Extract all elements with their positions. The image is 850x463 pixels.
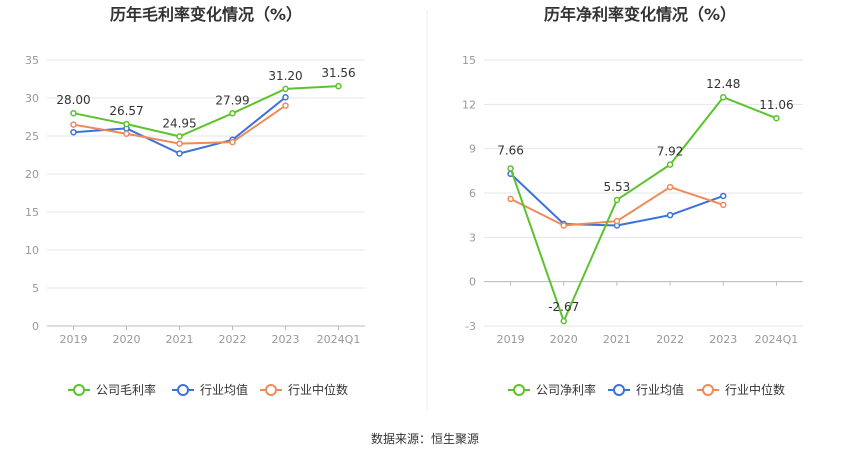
y-tick-label: 12 — [462, 98, 476, 111]
gross-margin-chart: 历年毛利率变化情况（%） 0 5 10 15 20 25 30 35 2019 2020 2021 20… — [25, 5, 365, 397]
x-tick-label: 2020 — [113, 333, 141, 346]
data-point[interactable] — [229, 110, 236, 117]
data-point[interactable] — [229, 138, 236, 146]
legend-item[interactable]: 公司毛利率 — [68, 382, 156, 397]
legend-label: 公司毛利率 — [96, 382, 156, 397]
data-label: 28.00 — [56, 93, 90, 107]
x-tick-label: 2021 — [603, 333, 631, 346]
y-tick-label: 25 — [25, 130, 39, 143]
y-tick-label: 5 — [32, 282, 39, 295]
data-label: 11.06 — [759, 98, 793, 112]
data-label: 7.66 — [497, 143, 524, 157]
data-label: 24.95 — [162, 116, 196, 130]
data-label: 12.48 — [706, 77, 740, 91]
data-label: 27.99 — [215, 93, 249, 107]
chart-title: 历年毛利率变化情况（%） — [110, 5, 302, 24]
y-tick-label: 6 — [469, 187, 476, 200]
data-label: 31.20 — [268, 69, 302, 83]
y-tick-label: 20 — [25, 168, 39, 181]
data-label: 5.53 — [604, 180, 631, 194]
x-tick-label: 2023 — [709, 333, 737, 346]
data-point[interactable] — [70, 109, 77, 117]
data-point[interactable] — [613, 196, 621, 204]
chart-title: 历年净利率变化情况（%） — [544, 5, 736, 24]
y-tick-label: 0 — [32, 320, 39, 333]
data-point[interactable] — [335, 82, 342, 90]
data-label: 7.92 — [657, 145, 684, 159]
legend-marker — [73, 384, 85, 396]
data-point[interactable] — [613, 217, 621, 225]
legend-marker — [702, 384, 714, 396]
data-point[interactable] — [560, 222, 567, 229]
legend-item[interactable]: 行业中位数 — [697, 382, 785, 397]
y-tick-label: 30 — [25, 92, 39, 105]
legend-item[interactable]: 行业中位数 — [260, 382, 348, 397]
data-point[interactable] — [720, 201, 727, 209]
data-point[interactable] — [720, 192, 727, 200]
x-tick-label: 2019 — [497, 333, 525, 346]
data-point[interactable] — [666, 183, 674, 191]
y-tick-label: 35 — [25, 54, 39, 67]
y-tick-label: 3 — [469, 231, 476, 244]
series-line — [509, 96, 777, 323]
data-point[interactable] — [123, 120, 130, 128]
legend-label: 行业中位数 — [288, 382, 348, 397]
x-tick-label: 2023 — [272, 333, 300, 346]
legend-label: 行业均值 — [200, 382, 248, 397]
data-point[interactable] — [282, 102, 289, 109]
net-margin-chart: 历年净利率变化情况（%） -3 0 3 6 9 12 15 2019 2020 2021 2022 20… — [462, 5, 803, 397]
legend-label: 公司净利率 — [536, 382, 596, 397]
data-point[interactable] — [70, 121, 77, 128]
y-tick-label: 15 — [462, 54, 476, 67]
data-point[interactable] — [282, 85, 289, 93]
legend-marker — [177, 384, 189, 396]
series-line — [73, 85, 339, 138]
data-label: -2.67 — [548, 300, 579, 314]
legend-marker — [513, 384, 525, 396]
x-tick-label: 2021 — [166, 333, 194, 346]
data-point[interactable] — [720, 93, 727, 101]
y-tick-label: 0 — [469, 276, 476, 289]
data-point[interactable] — [282, 93, 289, 101]
legend-item[interactable]: 行业均值 — [608, 382, 684, 397]
data-point[interactable] — [507, 195, 514, 203]
x-tick-label: 2020 — [550, 333, 578, 346]
data-point[interactable] — [666, 211, 674, 219]
data-point[interactable] — [176, 140, 183, 147]
legend-label: 行业均值 — [636, 382, 684, 397]
data-point[interactable] — [176, 150, 183, 157]
x-tick-label: 2022 — [656, 333, 684, 346]
x-tick-label: 2024Q1 — [317, 333, 361, 346]
legend-item[interactable]: 行业均值 — [172, 382, 248, 397]
legend-marker — [613, 384, 625, 396]
data-point[interactable] — [123, 130, 130, 137]
data-point[interactable] — [560, 317, 567, 325]
x-tick-label: 2022 — [219, 333, 247, 346]
data-source-text: 数据来源：恒生聚源 — [371, 431, 479, 446]
legend-marker — [265, 384, 277, 396]
x-tick-label: 2019 — [60, 333, 88, 346]
data-label: 31.56 — [321, 66, 355, 80]
y-tick-label: 9 — [469, 143, 476, 156]
data-label: 26.57 — [109, 104, 143, 118]
legend-label: 行业中位数 — [725, 382, 785, 397]
data-point[interactable] — [773, 114, 780, 122]
legend-item[interactable]: 公司净利率 — [508, 382, 596, 397]
y-tick-label: -3 — [465, 320, 476, 333]
y-tick-label: 15 — [25, 206, 39, 219]
data-point[interactable] — [70, 128, 77, 136]
y-tick-label: 10 — [25, 244, 39, 257]
data-point[interactable] — [666, 161, 674, 168]
x-tick-label: 2024Q1 — [755, 333, 799, 346]
data-point[interactable] — [176, 133, 183, 140]
data-point[interactable] — [507, 165, 514, 172]
